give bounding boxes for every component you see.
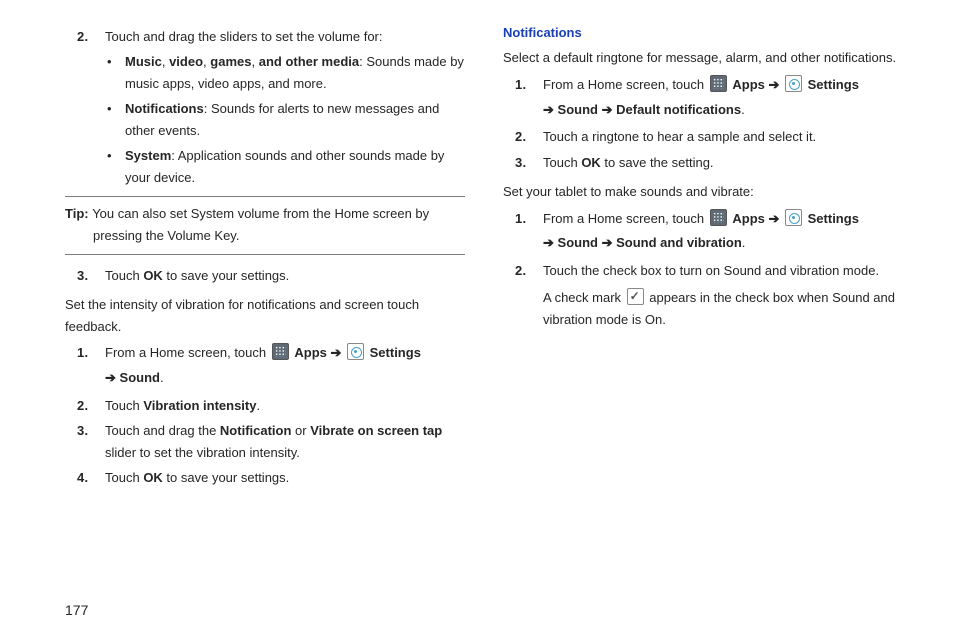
page-number: 177: [65, 602, 88, 618]
settings-icon: [785, 209, 802, 226]
section-heading: Notifications: [503, 22, 903, 43]
right-column: Notifications Select a default ringtone …: [503, 22, 903, 488]
step-number: 1.: [77, 341, 88, 366]
step-number: 4.: [77, 467, 88, 488]
bullet-marker: •: [107, 98, 112, 119]
tip-label: Tip:: [65, 206, 92, 221]
step-number: 3.: [515, 152, 526, 173]
step-number: 1.: [515, 73, 526, 98]
step-number: 1.: [515, 207, 526, 232]
apps-icon: [710, 209, 727, 226]
notif-step-3: 3. Touch OK to save the setting.: [503, 152, 903, 173]
step-number: 2.: [77, 395, 88, 416]
step-number: 3.: [77, 265, 88, 286]
bullet-system: • System: Application sounds and other s…: [65, 145, 465, 188]
vib-step-2: 2. Touch Vibration intensity.: [65, 395, 465, 416]
apps-icon: [272, 343, 289, 360]
step-number: 3.: [77, 420, 88, 441]
step-text: Touch and drag the sliders to set the vo…: [105, 29, 383, 44]
step-3: 3. Touch OK to save your settings.: [65, 265, 465, 286]
bullet-marker: •: [107, 145, 112, 166]
left-column: 2. Touch and drag the sliders to set the…: [65, 22, 465, 488]
bullet-media: • Music, video, games, and other media: …: [65, 51, 465, 94]
bullet-marker: •: [107, 51, 112, 72]
vibrate-step-1: 1. From a Home screen, touch Apps ➔ Sett…: [503, 207, 903, 256]
vibration-intro: Set the intensity of vibration for notif…: [65, 294, 465, 337]
notif-step-2: 2. Touch a ringtone to hear a sample and…: [503, 126, 903, 147]
vib-step-3: 3. Touch and drag the Notification or Vi…: [65, 420, 465, 463]
divider: [65, 254, 465, 255]
vibrate-result: A check mark appears in the check box wh…: [543, 287, 903, 330]
two-column-layout: 2. Touch and drag the sliders to set the…: [65, 22, 904, 488]
notif-intro: Select a default ringtone for message, a…: [503, 47, 903, 68]
vibrate-intro: Set your tablet to make sounds and vibra…: [503, 181, 903, 202]
checkmark-icon: [627, 288, 644, 305]
apps-icon: [710, 75, 727, 92]
step-2: 2. Touch and drag the sliders to set the…: [65, 26, 465, 47]
vibrate-step-2: 2. Touch the check box to turn on Sound …: [503, 260, 903, 330]
vib-step-1: 1. From a Home screen, touch Apps ➔ Sett…: [65, 341, 465, 390]
notif-step-1: 1. From a Home screen, touch Apps ➔ Sett…: [503, 73, 903, 122]
step-number: 2.: [515, 126, 526, 147]
tip-text: You can also set System volume from the …: [92, 206, 429, 242]
bullet-notifications: • Notifications: Sounds for alerts to ne…: [65, 98, 465, 141]
step-number: 2.: [77, 26, 88, 47]
settings-icon: [785, 75, 802, 92]
tip-block: Tip: You can also set System volume from…: [65, 203, 465, 246]
divider: [65, 196, 465, 197]
step-number: 2.: [515, 260, 526, 281]
settings-icon: [347, 343, 364, 360]
vib-step-4: 4. Touch OK to save your settings.: [65, 467, 465, 488]
